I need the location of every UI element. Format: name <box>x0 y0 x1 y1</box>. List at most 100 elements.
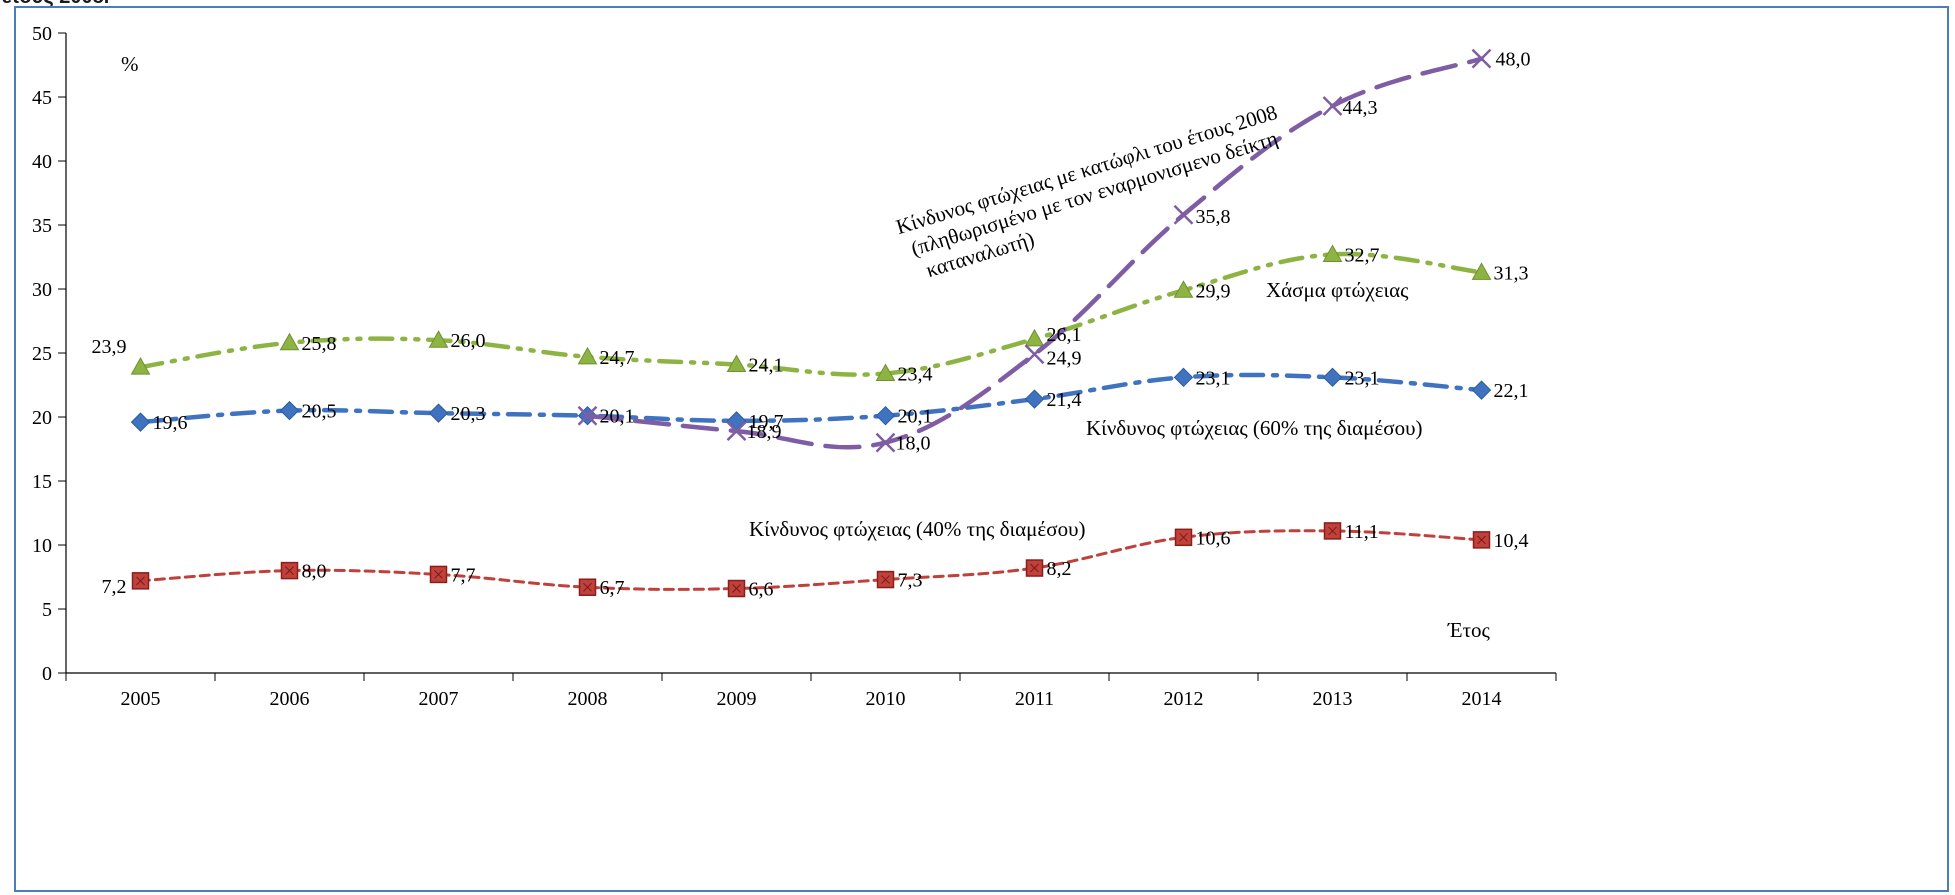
data-label-gap: 31,3 <box>1494 262 1529 284</box>
figure-caption-fragment: έτους 2008. <box>2 0 109 9</box>
data-label-risk40: 8,2 <box>1047 558 1072 580</box>
data-label-anchored2008: 48,0 <box>1496 49 1531 71</box>
data-point-triangle <box>1471 262 1492 280</box>
data-label-anchored2008: 18,9 <box>747 421 782 443</box>
data-label-risk60: 23,1 <box>1196 367 1231 389</box>
data-label-risk60: 19,7 <box>749 411 784 433</box>
data-label-gap: 24,1 <box>749 355 784 377</box>
series-line-gap <box>138 251 1484 377</box>
data-point-square-mark <box>285 566 294 575</box>
y-tick-label: 40 <box>32 151 52 173</box>
xlabel-year: Έτος <box>1447 618 1491 642</box>
data-point-x <box>1322 96 1343 116</box>
data-point-square-mark <box>732 584 741 593</box>
y-tick-label: 20 <box>32 407 52 429</box>
data-point-triangle <box>577 346 598 365</box>
data-label-anchored2008: 18,0 <box>896 433 931 455</box>
x-tick-label: 2005 <box>121 688 161 710</box>
line-chart: 0 5 10 15 20 25 30 35 40 45 50 2005 2006 2007 2008 2009… <box>32 23 1557 710</box>
y-tick-label: 5 <box>42 599 52 621</box>
data-point-triangle <box>1322 244 1343 262</box>
axes: 0 5 10 15 20 25 30 35 40 45 50 2005 2006 2007 2008 2009… <box>32 23 1557 710</box>
data-label-gap: 26,0 <box>451 330 486 352</box>
data-point-square-mark <box>881 575 890 584</box>
data-label-risk60: 22,1 <box>1494 380 1529 402</box>
data-point-square-mark <box>1477 535 1486 545</box>
data-point-triangle <box>279 332 300 351</box>
data-point-diamond <box>279 400 300 421</box>
y-tick-label: 50 <box>32 23 52 45</box>
data-label-gap: 23,9 <box>92 336 127 358</box>
data-point-triangle <box>1173 280 1194 298</box>
data-point-diamond <box>130 412 151 432</box>
data-point-x <box>875 432 896 453</box>
data-label-risk60: 19,6 <box>153 412 188 434</box>
data-point-square-mark <box>1328 526 1337 536</box>
data-point-diamond <box>1471 380 1492 400</box>
data-label-risk60: 20,1 <box>898 406 933 428</box>
data-label-risk60: 23,1 <box>1345 367 1380 389</box>
data-label-gap: 23,4 <box>898 363 933 385</box>
data-point-x <box>726 421 747 441</box>
x-tick-label: 2008 <box>568 688 608 710</box>
x-tick-label: 2014 <box>1462 688 1502 710</box>
data-label-gap: 26,1 <box>1047 324 1082 346</box>
data-point-diamond <box>875 406 896 426</box>
data-point-x <box>577 405 598 426</box>
data-label-risk40: 6,6 <box>749 579 774 601</box>
data-point-square-mark <box>583 582 592 592</box>
y-tick-label: 0 <box>42 663 52 685</box>
series-gap <box>130 244 1492 381</box>
data-label-risk60: 21,4 <box>1047 389 1082 411</box>
x-tick-label: 2010 <box>866 688 906 710</box>
y-tick-label: 10 <box>32 535 52 557</box>
annotation-risk60: Κίνδυνος φτώχειας (60% της διαμέσου) <box>1086 416 1422 440</box>
x-tick-label: 2007 <box>419 688 459 710</box>
data-label-gap: 24,7 <box>600 347 635 369</box>
annotation-gap: Χάσμα φτώχειας <box>1266 278 1409 302</box>
series-line-risk40 <box>139 529 1483 591</box>
data-label-anchored2008: 35,8 <box>1196 206 1231 228</box>
data-point-square-mark <box>136 576 145 586</box>
y-tick-label: 30 <box>32 279 52 301</box>
data-point-triangle <box>428 330 449 348</box>
chart-frame: 0 5 10 15 20 25 30 35 40 45 50 2005 2006 2007 2008 2009… <box>14 6 1949 892</box>
data-label-risk60: 20,1 <box>600 406 635 428</box>
data-point-square-mark <box>434 570 443 579</box>
data-point-diamond <box>428 403 449 423</box>
data-label-risk40: 11,1 <box>1345 521 1379 543</box>
annotation-risk40: Κίνδυνος φτώχειας (40% της διαμέσου) <box>749 517 1085 541</box>
data-labels: 7,2 8,0 7,7 6,7 6,6 7,3 8,2 10,6 11,1 10,4 23,9 25,… <box>92 49 1531 601</box>
y-tick-label: 15 <box>32 471 52 493</box>
data-label-risk40: 10,6 <box>1196 527 1231 549</box>
data-point-diamond <box>1024 389 1045 409</box>
data-point-diamond <box>726 411 747 431</box>
annotation-anchored: Κίνδυνος φτώχειας με κατώφλι του έτους 2… <box>893 100 1280 282</box>
data-point-square-mark <box>1179 532 1188 542</box>
series-line-risk60 <box>138 372 1484 425</box>
data-label-gap: 29,9 <box>1196 280 1231 302</box>
annotation-anchored-line-2: (πληθωρισμένο με τον εναρμονισμενο δείκτ… <box>908 126 1280 261</box>
x-tick-label: 2009 <box>717 688 757 710</box>
ylabel-percent: % <box>121 52 139 76</box>
data-label-anchored2008: 44,3 <box>1343 97 1378 119</box>
x-tick-label: 2013 <box>1313 688 1353 710</box>
data-point-square-mark <box>1030 563 1039 573</box>
x-tick-label: 2011 <box>1015 688 1054 710</box>
data-point-x <box>1471 48 1492 69</box>
y-tick-label: 25 <box>32 343 52 365</box>
data-label-risk40: 6,7 <box>600 577 625 599</box>
data-label-risk40: 7,2 <box>102 576 127 598</box>
data-point-x <box>1024 344 1045 365</box>
data-label-risk40: 7,3 <box>898 570 923 592</box>
data-point-triangle <box>1024 328 1045 347</box>
data-point-diamond <box>1322 367 1343 388</box>
data-label-risk60: 20,3 <box>451 403 486 425</box>
data-label-gap: 32,7 <box>1345 244 1380 266</box>
data-label-anchored2008: 24,9 <box>1047 347 1082 369</box>
data-label-risk40: 7,7 <box>451 564 476 586</box>
series-anchored2008 <box>577 48 1492 453</box>
data-point-triangle <box>726 354 747 373</box>
data-label-risk40: 8,0 <box>302 561 327 583</box>
data-point-triangle <box>875 363 896 381</box>
